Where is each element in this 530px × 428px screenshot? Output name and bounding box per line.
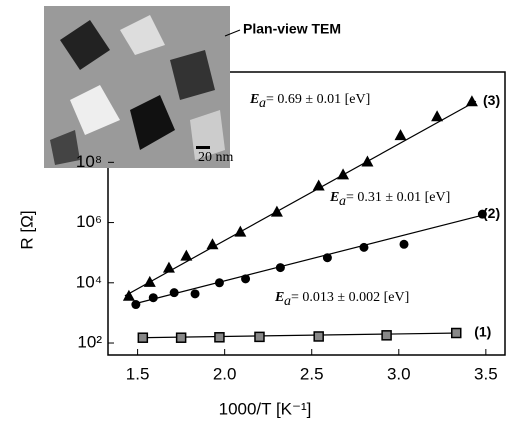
data-point	[234, 226, 246, 237]
inset-label: Plan-view TEM	[243, 21, 341, 37]
data-point	[177, 333, 186, 342]
series-label: (2)	[483, 205, 500, 221]
annotation: = 0.31 ± 0.01 [eV]	[346, 190, 450, 205]
data-point	[314, 332, 323, 341]
data-point	[215, 278, 224, 287]
x-tick-label: 1.5	[126, 364, 150, 383]
x-tick-label: 3.5	[474, 364, 498, 383]
data-point	[323, 253, 332, 262]
data-point	[400, 240, 409, 249]
annotation-symbol: E	[329, 190, 339, 205]
data-point	[276, 263, 285, 272]
data-point	[271, 206, 283, 217]
annotation-symbol: E	[274, 290, 284, 305]
data-point	[361, 155, 373, 166]
inset-image	[44, 6, 230, 168]
data-point	[163, 262, 175, 273]
series-label: (1)	[474, 324, 491, 340]
annotation-sub: a	[339, 194, 346, 209]
annotation-sub: a	[259, 96, 266, 111]
annotation: = 0.013 ± 0.002 [eV]	[291, 290, 409, 305]
data-point	[144, 276, 156, 287]
data-point	[337, 168, 349, 179]
x-axis-label: 1000/T [K⁻¹]	[219, 399, 312, 418]
annotation: = 0.69 ± 0.01 [eV]	[266, 92, 370, 107]
y-tick-label: 10⁸	[76, 152, 102, 171]
data-point	[255, 332, 264, 341]
data-point	[180, 250, 192, 261]
y-tick-label: 10²	[77, 333, 102, 352]
data-point	[138, 333, 147, 342]
data-point	[149, 293, 158, 302]
series-label: (3)	[483, 92, 500, 108]
data-point	[395, 129, 407, 140]
y-tick-label: 10⁴	[76, 272, 102, 291]
data-point	[206, 238, 218, 249]
data-point	[382, 331, 391, 340]
chart: 20 nm Plan-view TEM 1000/T [K⁻¹] R [Ω] 1…	[0, 0, 530, 428]
data-point	[359, 243, 368, 252]
x-tick-label: 2.5	[300, 364, 324, 383]
fit-line	[139, 333, 460, 338]
data-point	[170, 288, 179, 297]
x-tick-label: 2.0	[213, 364, 237, 383]
data-point	[313, 180, 325, 191]
x-tick-label: 3.0	[387, 364, 411, 383]
data-point	[452, 329, 461, 338]
y-tick-label: 10⁶	[76, 212, 102, 231]
y-axis-label: R [Ω]	[17, 210, 36, 249]
data-point	[241, 274, 250, 283]
annotation-symbol: E	[249, 92, 259, 107]
data-point	[431, 110, 443, 121]
inset-scale: 20 nm	[198, 150, 234, 165]
data-point	[191, 289, 200, 298]
data-point	[131, 300, 140, 309]
data-point	[466, 95, 478, 106]
annotation-sub: a	[284, 294, 291, 309]
data-point	[215, 333, 224, 342]
